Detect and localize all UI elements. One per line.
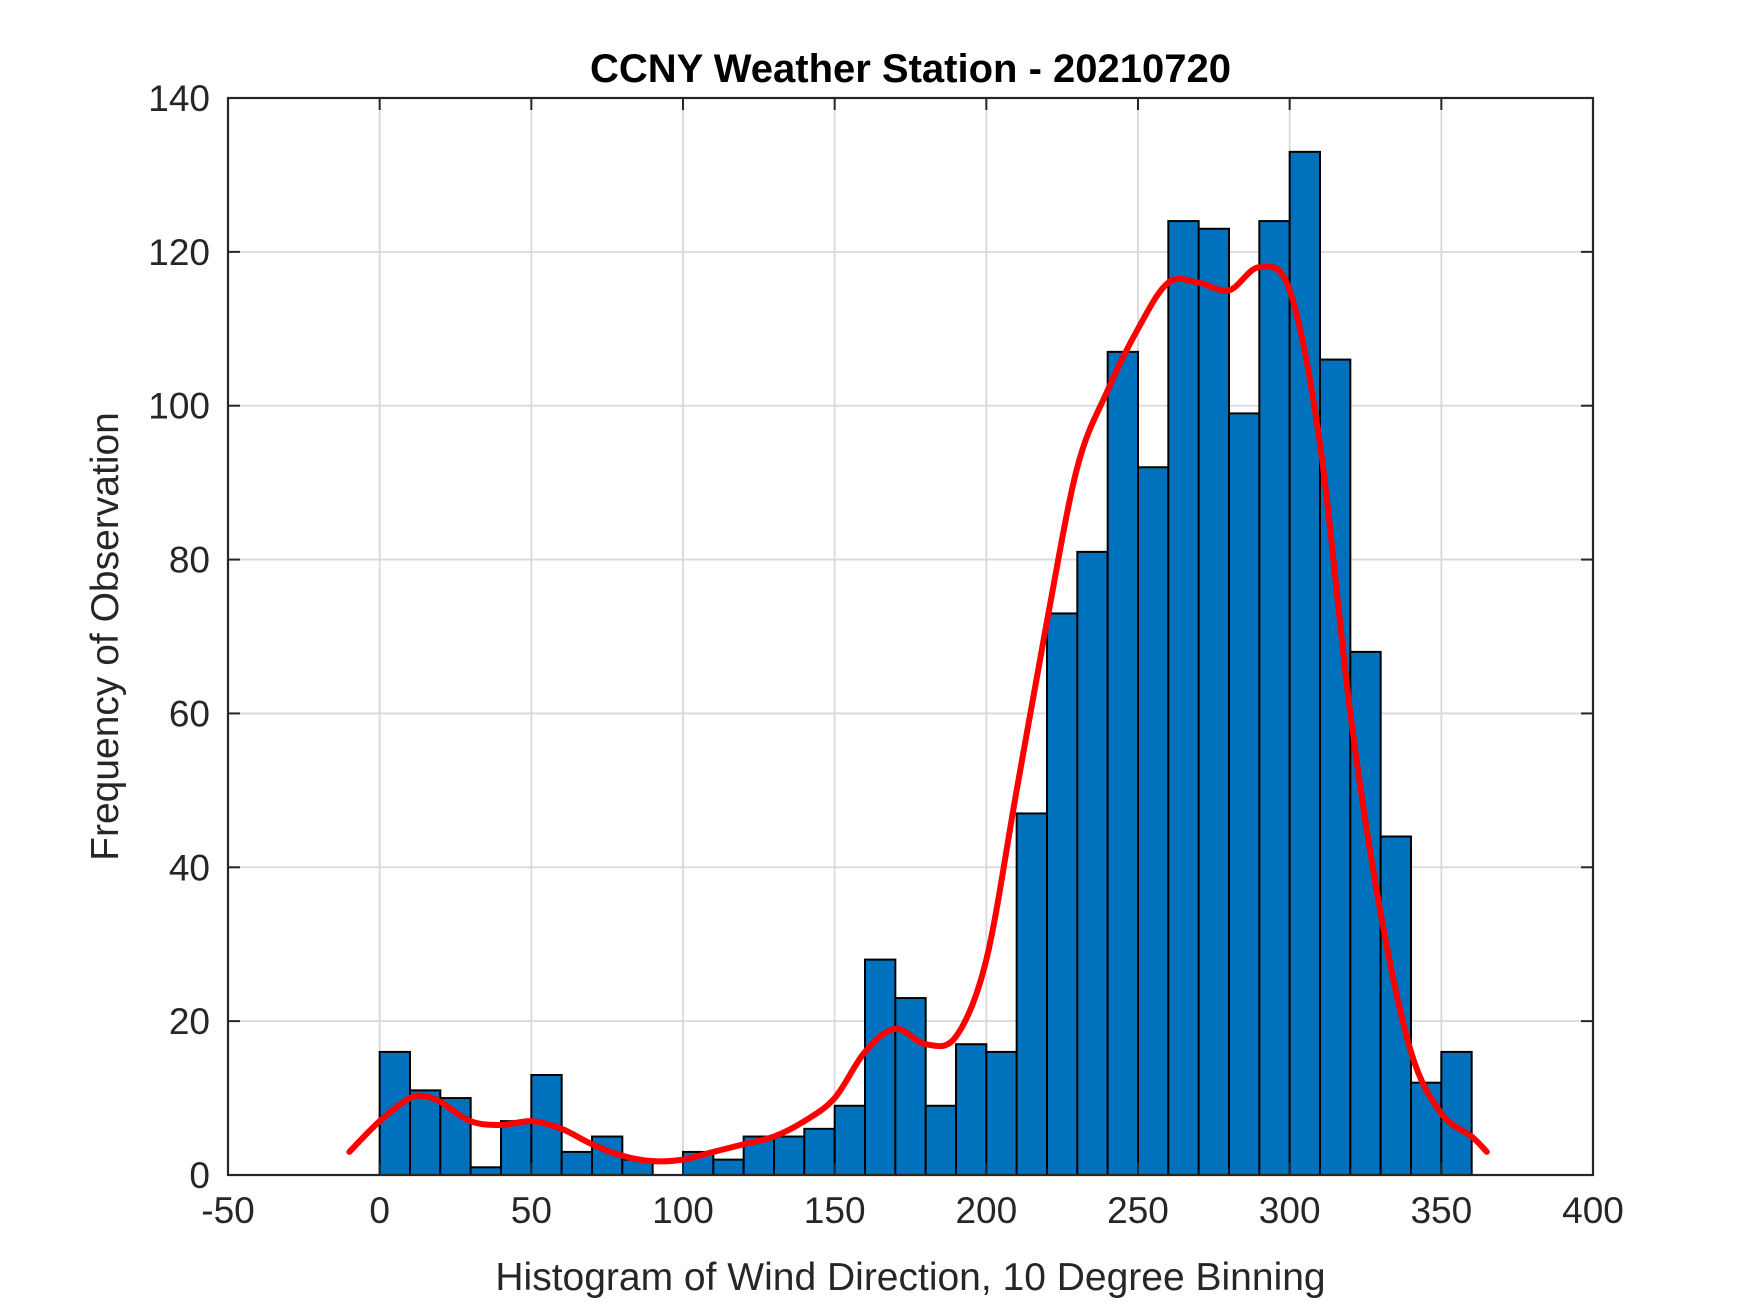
chart-title: CCNY Weather Station - 20210720 <box>590 47 1231 91</box>
x-tick-label: 150 <box>804 1190 866 1231</box>
x-tick-label: 250 <box>1107 1190 1169 1231</box>
histogram-bar <box>803 1127 836 1177</box>
histogram-bar <box>1076 550 1109 1176</box>
y-tick-label: 80 <box>169 540 210 581</box>
histogram-bar <box>1197 227 1230 1176</box>
histogram-bar <box>1258 220 1291 1177</box>
x-tick-label: -50 <box>201 1190 254 1231</box>
y-tick-label: 20 <box>169 1001 210 1042</box>
histogram-bar <box>1410 1081 1443 1176</box>
x-axis-label: Histogram of Wind Direction, 10 Degree B… <box>495 1256 1325 1299</box>
x-tick-label: 400 <box>1562 1190 1624 1231</box>
axes-box <box>226 96 1595 1177</box>
x-tick-label: 100 <box>652 1190 714 1231</box>
y-tick-label: 40 <box>169 847 210 888</box>
histogram-bar <box>439 1097 472 1176</box>
x-tick-label: 200 <box>955 1190 1017 1231</box>
fit-curve <box>346 263 1490 1165</box>
histogram-bar <box>894 997 927 1176</box>
histogram-bar <box>833 1104 867 1176</box>
bars <box>378 150 1473 1177</box>
histogram-bar <box>500 1120 533 1177</box>
histogram-bar <box>1137 466 1170 1176</box>
histogram-bar <box>1046 612 1079 1176</box>
histogram-bar <box>560 1150 594 1176</box>
y-tick-label: 60 <box>169 693 210 734</box>
histogram-bar <box>469 1166 502 1176</box>
histogram-bar <box>1015 812 1049 1177</box>
histogram-bar <box>924 1104 958 1176</box>
y-tick-label: 0 <box>189 1155 210 1196</box>
histogram-bar <box>864 958 897 1176</box>
histogram-bar <box>1228 412 1261 1176</box>
y-tick-label: 120 <box>148 232 210 273</box>
x-tick-labels: -50 0 50 100 150 200 250 300 350 400 <box>201 1190 1624 1231</box>
histogram-bar <box>1106 350 1139 1177</box>
y-axis-label: Frequency of Observation <box>84 412 127 861</box>
histogram-bar <box>955 1043 988 1176</box>
histogram-bar <box>985 1050 1018 1177</box>
histogram-bar <box>409 1089 442 1176</box>
x-tick-label: 50 <box>511 1190 552 1231</box>
y-tick-labels: 0 20 40 60 80 100 120 140 <box>148 78 210 1196</box>
x-tick-label: 300 <box>1259 1190 1321 1231</box>
histogram-bar <box>773 1135 806 1177</box>
histogram-bar <box>1379 835 1412 1176</box>
histogram-bar <box>1167 220 1200 1177</box>
histogram-bar <box>712 1158 745 1176</box>
x-tick-label: 350 <box>1410 1190 1472 1231</box>
y-tick-label: 100 <box>148 386 210 427</box>
x-tick-label: 0 <box>369 1190 390 1231</box>
y-tick-label: 140 <box>148 78 210 119</box>
histogram-bar <box>1440 1050 1473 1177</box>
tick-marks <box>227 97 1594 1176</box>
